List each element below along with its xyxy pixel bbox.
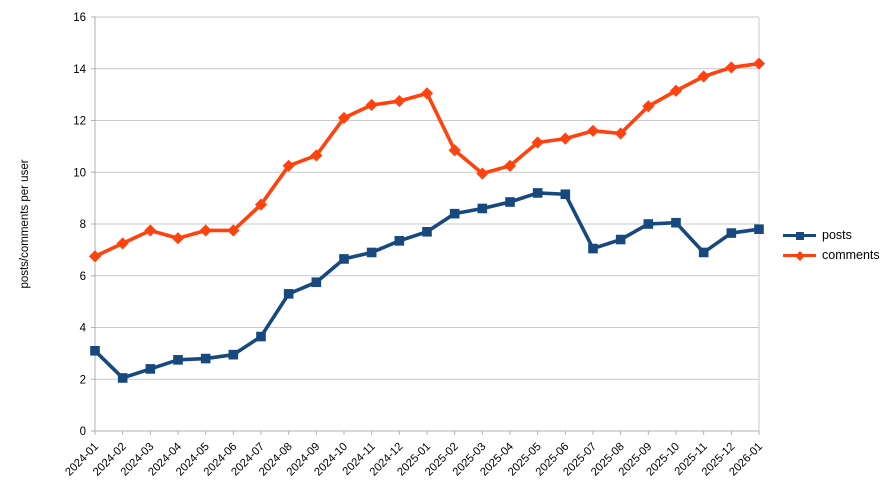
- comments-marker: [448, 144, 461, 157]
- posts-marker: [754, 224, 764, 234]
- y-tick-label: 0: [80, 426, 86, 438]
- posts-marker: [726, 228, 737, 238]
- posts-marker: [366, 247, 377, 258]
- series-lines: [88, 57, 766, 383]
- posts-marker: [615, 234, 626, 245]
- comments-marker: [144, 224, 157, 237]
- posts-marker: [449, 208, 460, 219]
- comments-diamond-marker-icon: [794, 250, 805, 261]
- y-tick-label: 10: [73, 167, 86, 179]
- posts-marker: [588, 243, 598, 254]
- posts-marker: [283, 289, 294, 299]
- comments-marker: [476, 167, 489, 180]
- posts-marker: [560, 189, 571, 200]
- comments-marker: [420, 87, 434, 100]
- posts-marker: [698, 247, 709, 258]
- posts-marker: [505, 197, 515, 207]
- posts-marker: [422, 226, 432, 237]
- comments-marker: [282, 159, 295, 172]
- comments-marker: [365, 98, 378, 112]
- legend: posts comments: [783, 229, 880, 262]
- posts-marker: [311, 277, 322, 288]
- comments-marker: [116, 237, 129, 250]
- posts-marker: [117, 373, 128, 383]
- posts-marker: [256, 331, 266, 342]
- posts-marker: [173, 355, 183, 365]
- y-tick-label: 2: [80, 374, 86, 386]
- axes: [91, 16, 760, 435]
- posts-marker: [200, 353, 211, 364]
- comments-marker: [697, 70, 710, 83]
- y-tick-label: 14: [73, 64, 86, 76]
- y-tick-label: 6: [80, 271, 86, 283]
- posts-marker: [90, 345, 100, 356]
- posts-marker: [643, 219, 654, 229]
- posts-marker: [671, 217, 681, 228]
- posts-marker: [394, 236, 405, 246]
- comments-marker: [254, 198, 268, 211]
- posts-marker: [339, 254, 349, 264]
- y-tick-label: 4: [80, 323, 87, 335]
- comments-marker: [88, 250, 102, 263]
- legend-label-posts: posts: [822, 228, 852, 243]
- posts-marker: [145, 364, 156, 374]
- legend-label-comments: comments: [822, 248, 880, 263]
- comments-marker: [752, 57, 766, 70]
- posts-swatch: [783, 229, 816, 242]
- y-axis-title: posts/comments per user: [19, 159, 31, 289]
- x-axis-tick-labels: 2024-012024-022024-032024-042024-052024-…: [63, 441, 765, 479]
- y-tick-label: 12: [73, 116, 86, 128]
- posts-marker: [477, 203, 488, 214]
- posts-marker: [532, 188, 543, 198]
- comments-marker: [227, 224, 240, 237]
- legend-item-comments: comments: [783, 249, 880, 262]
- comments-marker: [199, 224, 212, 237]
- comments-marker: [586, 124, 600, 137]
- gridlines: [95, 16, 759, 380]
- posts-marker: [228, 349, 239, 360]
- comments-marker: [725, 61, 738, 74]
- comments-marker: [559, 132, 572, 145]
- comments-marker: [171, 232, 185, 245]
- comments-swatch: [783, 249, 816, 262]
- posts-square-marker-icon: [795, 231, 804, 240]
- y-tick-label: 8: [80, 219, 86, 231]
- comments-marker: [393, 95, 406, 108]
- comments-marker: [310, 149, 323, 162]
- comments-marker: [614, 127, 627, 140]
- legend-item-posts: posts: [783, 229, 880, 242]
- y-axis-tick-labels: 0 2 4 6 8 10 12 14 16: [73, 12, 86, 438]
- posts-line: [93, 191, 760, 380]
- y-tick-label: 16: [73, 12, 86, 24]
